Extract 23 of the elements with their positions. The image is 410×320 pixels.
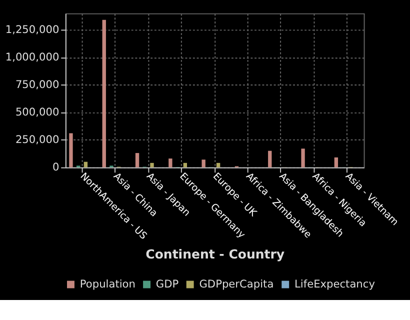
bar (150, 162, 154, 168)
bar (102, 20, 106, 168)
y-tick-label: 1,000,000 (5, 52, 60, 64)
legend-label: LifeExpectancy (294, 278, 375, 290)
bar (268, 150, 272, 168)
bar (135, 153, 140, 168)
bar (69, 133, 73, 168)
bar (216, 162, 220, 168)
bar (301, 148, 305, 168)
y-tick-label: 750,000 (15, 79, 60, 92)
y-tick-label: 0 (52, 162, 60, 174)
bar (334, 157, 338, 168)
bar (183, 162, 187, 168)
y-tick-label: 250,000 (15, 134, 60, 146)
y-tick-label: 1,250,000 (5, 24, 60, 36)
legend-label: GDPperCapita (199, 278, 274, 290)
bar (202, 160, 206, 168)
x-axis-title: Continent - Country (146, 246, 285, 262)
y-tick-label: 500,000 (15, 106, 60, 119)
bar (168, 158, 172, 168)
legend-label: GDP (156, 278, 180, 290)
bar (84, 162, 88, 168)
legend-label: Population (80, 278, 136, 290)
